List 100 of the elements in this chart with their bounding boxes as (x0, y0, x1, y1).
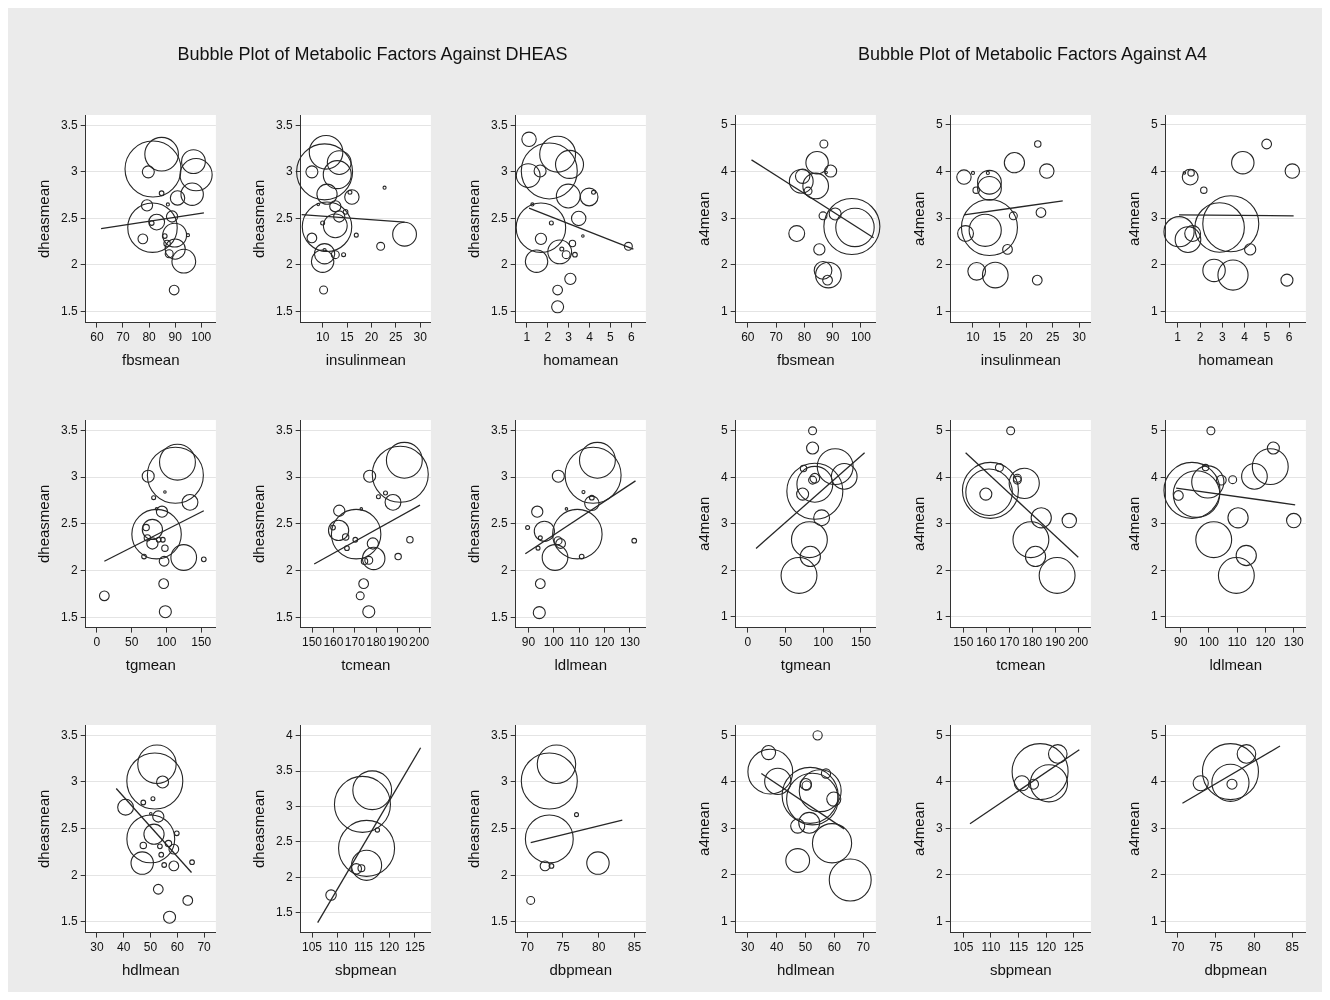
y-tick-label: 3 (285, 164, 293, 179)
x-tick-label: 40 (769, 940, 784, 955)
x-tick-label: 60 (741, 330, 755, 345)
x-tick-label: 25 (1045, 330, 1060, 345)
y-axis-title: dheasmean (35, 179, 53, 259)
y-tick-label: 2.5 (60, 516, 78, 531)
y-tick-label: 2 (720, 867, 728, 882)
x-tick-label: 150 (191, 635, 212, 650)
y-tick-label: 2 (500, 257, 508, 272)
y-tick-label: 2 (1150, 257, 1158, 272)
x-axis-title: homamean (1198, 351, 1274, 369)
x-tick-label: 110 (981, 940, 1001, 955)
y-tick-label: 3.5 (490, 117, 508, 132)
y-tick-label: 4 (935, 469, 943, 484)
y-axis-title: dheasmean (250, 179, 268, 259)
x-tick-label: 4 (1241, 330, 1249, 345)
y-tick-label: 1 (720, 609, 728, 624)
x-tick-label: 90 (168, 330, 183, 345)
x-tick-label: 115 (1009, 940, 1029, 955)
x-tick-label: 1 (523, 330, 531, 345)
x-tick-label: 30 (741, 940, 755, 955)
x-tick-label: 80 (142, 330, 157, 345)
x-tick-label: 105 (953, 940, 974, 955)
x-tick-label: 20 (1019, 330, 1034, 345)
x-axis-title: sbpmean (989, 961, 1052, 979)
y-tick-label: 3.5 (60, 422, 78, 437)
y-tick-label: 2 (70, 257, 78, 272)
y-axis-title: a4mean (910, 496, 928, 551)
x-tick-label: 130 (619, 635, 641, 650)
x-tick-label: 105 (301, 940, 323, 955)
y-tick-label: 1 (1150, 303, 1158, 318)
x-tick-label: 0 (93, 635, 101, 650)
y-tick-label: 2.5 (60, 210, 78, 225)
x-axis-title: hdlmean (122, 961, 180, 979)
y-tick-label: 3 (285, 469, 293, 484)
x-tick-label: 200 (1068, 635, 1089, 650)
y-axis-title: a4mean (695, 191, 713, 246)
y-tick-label: 1 (1150, 609, 1158, 624)
y-tick-label: 2.5 (490, 820, 508, 835)
y-axis-title: a4mean (1125, 496, 1143, 551)
y-tick-label: 5 (1150, 423, 1158, 438)
y-tick-label: 2 (935, 562, 943, 577)
x-tick-label: 70 (520, 940, 535, 955)
y-tick-label: 4 (720, 163, 728, 178)
x-tick-label: 30 (90, 940, 104, 955)
x-tick-label: 30 (413, 330, 428, 345)
y-tick-label: 2 (285, 257, 293, 272)
x-axis-title: tgmean (780, 656, 831, 674)
x-tick-label: 70 (856, 940, 871, 955)
x-tick-label: 85 (627, 940, 642, 955)
x-tick-label: 115 (353, 940, 374, 955)
x-tick-label: 70 (769, 330, 784, 345)
x-axis-title: tcmean (341, 656, 391, 674)
x-tick-label: 60 (90, 330, 104, 345)
y-tick-label: 2 (1150, 562, 1158, 577)
x-tick-label: 150 (302, 635, 323, 650)
x-tick-label: 180 (1022, 635, 1043, 650)
x-axis-title: homamean (543, 351, 619, 369)
y-tick-label: 1.5 (490, 914, 508, 929)
y-tick-label: 4 (720, 774, 728, 789)
y-axis-title: a4mean (695, 496, 713, 551)
y-tick-label: 3 (1150, 820, 1158, 835)
y-tick-label: 3.5 (275, 763, 293, 778)
x-tick-label: 110 (1227, 635, 1248, 650)
x-tick-label: 6 (627, 330, 635, 345)
y-tick-label: 1.5 (490, 609, 508, 624)
x-tick-label: 0 (744, 635, 752, 650)
y-axis-title: a4mean (910, 801, 928, 856)
x-tick-label: 150 (850, 635, 872, 650)
x-tick-label: 110 (328, 940, 348, 955)
y-tick-label: 4 (1150, 774, 1158, 789)
x-tick-label: 50 (778, 635, 793, 650)
y-tick-label: 3 (500, 774, 508, 789)
x-tick-label: 20 (364, 330, 379, 345)
y-axis-title: dheasmean (35, 789, 53, 869)
y-tick-label: 1.5 (490, 303, 508, 318)
y-axis-title: dheasmean (250, 789, 268, 869)
x-tick-label: 100 (1198, 635, 1220, 650)
y-tick-label: 1.5 (60, 609, 78, 624)
x-tick-label: 50 (143, 940, 158, 955)
y-tick-label: 2.5 (60, 820, 78, 835)
x-tick-label: 75 (556, 940, 570, 955)
x-tick-label: 120 (1255, 635, 1276, 650)
x-axis-title: hdlmean (777, 961, 835, 979)
y-tick-label: 5 (720, 727, 728, 742)
y-tick-label: 3.5 (275, 422, 293, 437)
x-tick-label: 110 (569, 635, 590, 650)
chart-title: Bubble Plot of Metabolic Factors Against A4 (856, 44, 1209, 65)
y-tick-label: 3 (70, 164, 78, 179)
y-tick-label: 2 (935, 867, 943, 882)
y-tick-label: 2 (935, 257, 943, 272)
y-axis-title: dheasmean (250, 484, 268, 564)
y-tick-label: 3 (500, 469, 508, 484)
x-tick-label: 90 (1173, 635, 1188, 650)
x-tick-label: 80 (1247, 940, 1262, 955)
y-tick-label: 2 (500, 867, 508, 882)
y-tick-label: 3.5 (60, 727, 78, 742)
x-axis-title: ldlmean (554, 656, 608, 674)
x-axis-title: tgmean (125, 656, 176, 674)
y-tick-label: 3 (1150, 516, 1158, 531)
